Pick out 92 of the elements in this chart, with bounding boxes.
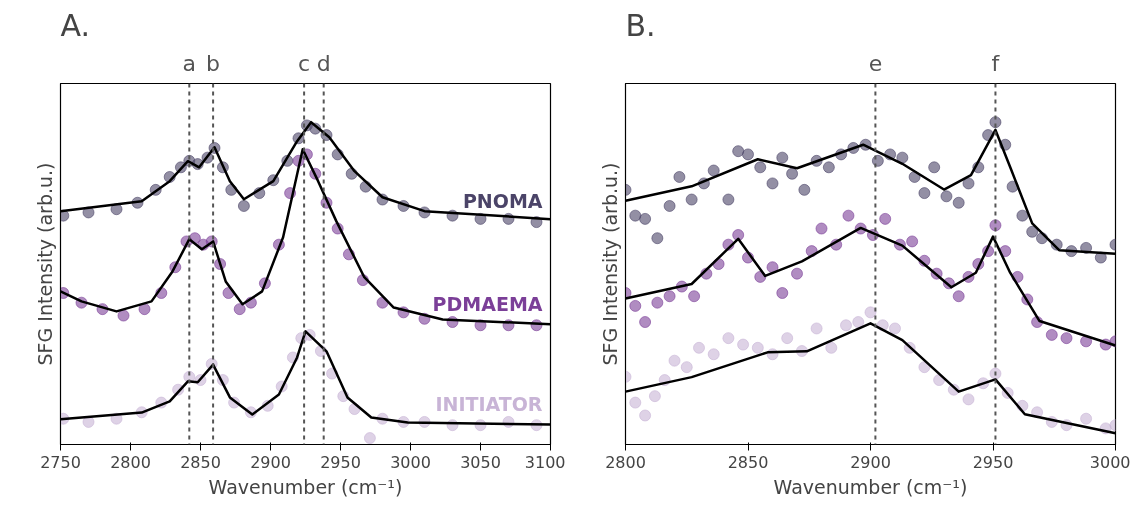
point (233, 303, 246, 316)
point (962, 393, 975, 406)
point (237, 199, 250, 212)
x-axis-title: Wavenumber (cm⁻¹) (773, 475, 968, 498)
point (952, 290, 965, 303)
point (663, 290, 676, 303)
point (707, 164, 720, 177)
point (825, 341, 838, 354)
point (693, 341, 705, 354)
point (732, 145, 745, 158)
point (810, 322, 823, 335)
point (952, 196, 965, 209)
point (776, 287, 789, 299)
x-tick-label: 2900 (250, 452, 291, 472)
point (651, 232, 664, 245)
y-axis-title: SFG Intensity (arb.u.) (598, 162, 621, 366)
chart-title: A. (60, 7, 91, 43)
point (815, 222, 828, 235)
point (751, 341, 764, 354)
point (651, 296, 664, 309)
x-tick-label: 3050 (460, 452, 501, 472)
point (707, 348, 720, 361)
x-tick-label: 2850 (727, 452, 769, 472)
x-tick-label: 2800 (605, 452, 646, 472)
point (629, 299, 642, 312)
ref-line-label: a (182, 50, 197, 76)
point (629, 209, 642, 222)
series-label: INITIATOR (435, 393, 543, 416)
point (1060, 332, 1073, 345)
point (852, 316, 865, 329)
x-tick-label: 3100 (524, 452, 566, 472)
point (776, 151, 789, 164)
point (722, 332, 735, 345)
point (940, 190, 953, 203)
point (798, 183, 811, 196)
point (668, 354, 681, 367)
y-axis-title: SFG Intensity (arb.u.) (33, 162, 56, 366)
point (737, 338, 750, 351)
point (138, 303, 151, 316)
point (1026, 225, 1039, 238)
x-tick-label: 2950 (320, 452, 361, 472)
x-tick-label: 2850 (180, 452, 221, 472)
point (840, 319, 852, 332)
ref-line-label: e (868, 50, 883, 76)
x-tick-label: 2950 (972, 452, 1014, 472)
point (117, 309, 130, 322)
point (680, 361, 693, 374)
ref-line-label: c (298, 50, 311, 76)
point (786, 167, 799, 180)
point (864, 306, 877, 319)
point (1016, 209, 1029, 222)
point (639, 316, 652, 329)
point (685, 193, 698, 206)
ref-line-label: f (991, 50, 1001, 76)
point (754, 161, 767, 174)
x-tick-label: 3000 (1089, 452, 1131, 472)
point (766, 261, 779, 274)
point (673, 170, 686, 183)
point (742, 148, 754, 161)
point (629, 396, 642, 409)
ref-line-label: d (316, 50, 331, 76)
point (648, 390, 661, 403)
point (918, 187, 931, 200)
chart-title: B. (625, 7, 656, 43)
point (962, 177, 975, 190)
x-tick-label: 2750 (40, 452, 81, 472)
point (688, 290, 701, 303)
x-axis-title: Wavenumber (cm⁻¹) (208, 475, 403, 498)
point (663, 199, 676, 212)
point (889, 322, 901, 335)
series-label: PDMAEMA (432, 293, 543, 316)
point (928, 161, 941, 174)
point (766, 177, 779, 190)
point (363, 432, 376, 445)
point (781, 332, 794, 345)
point (791, 267, 803, 280)
series-label: PNOMA (462, 190, 543, 213)
point (732, 229, 745, 241)
point (639, 409, 652, 422)
x-tick-label: 3000 (390, 452, 431, 472)
point (842, 209, 855, 222)
x-tick-label: 2900 (850, 452, 891, 472)
x-tick-label: 2800 (110, 452, 151, 472)
point (896, 151, 909, 164)
point (722, 193, 735, 206)
point (1045, 328, 1058, 341)
point (879, 212, 892, 225)
point (906, 235, 919, 248)
point (1080, 412, 1093, 425)
ref-line-label: b (206, 50, 221, 76)
point (822, 161, 835, 174)
point (639, 212, 652, 225)
